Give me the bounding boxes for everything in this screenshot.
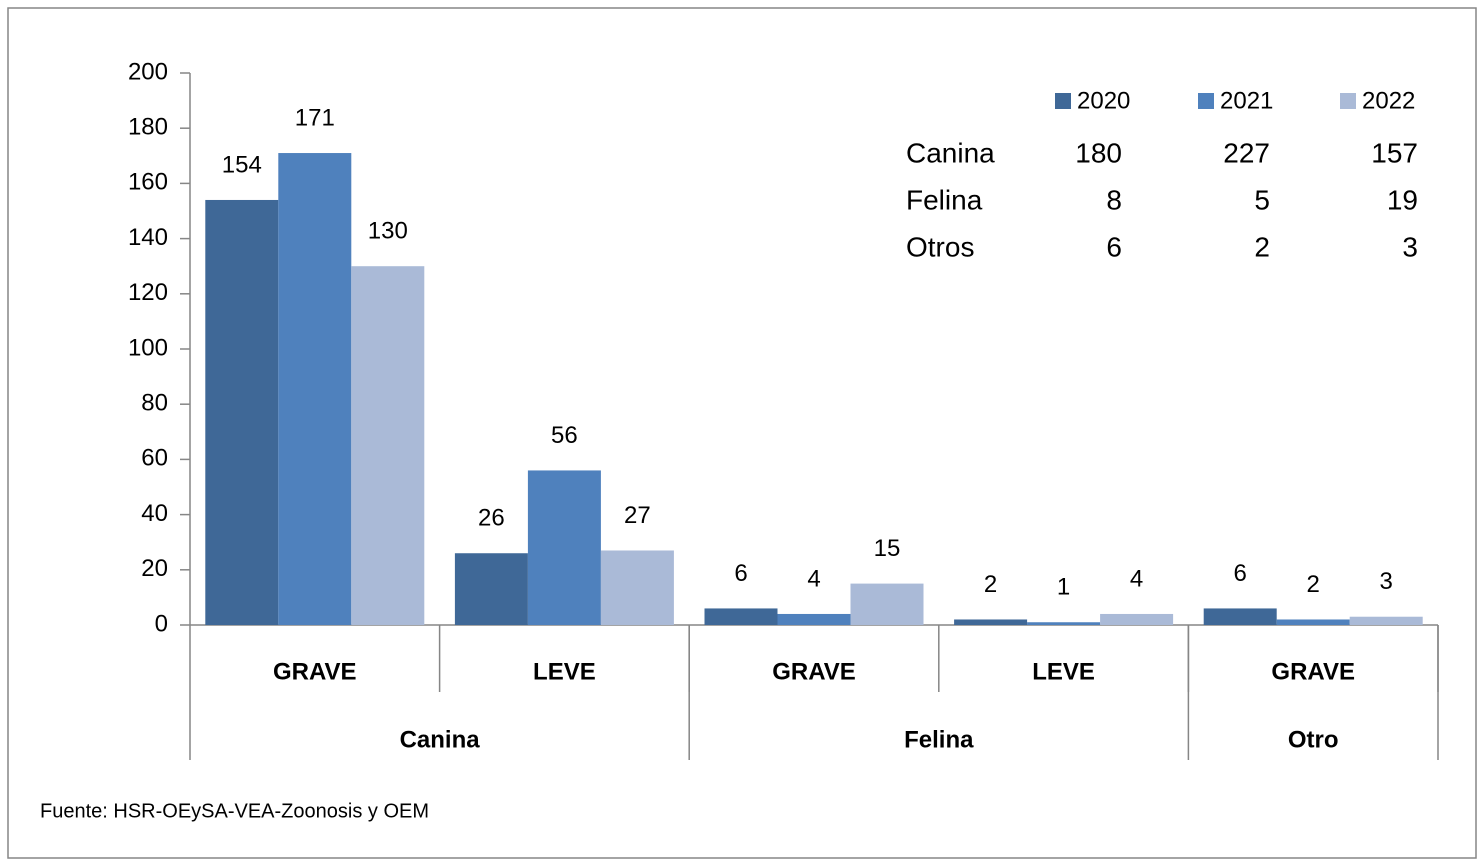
data-label: 56 <box>551 422 578 449</box>
y-tick-label: 200 <box>128 58 168 85</box>
data-label: 2 <box>1307 571 1320 598</box>
y-tick-label: 140 <box>128 224 168 251</box>
table-cell: 8 <box>1106 184 1122 215</box>
y-tick-label: 80 <box>141 390 168 417</box>
y-tick-label: 100 <box>128 334 168 361</box>
bar <box>1349 616 1423 625</box>
y-tick-label: 120 <box>128 279 168 306</box>
data-label: 27 <box>624 502 651 529</box>
data-label: 4 <box>807 565 820 592</box>
data-label: 171 <box>295 104 335 131</box>
bar <box>704 608 778 625</box>
group-label: Felina <box>904 726 974 753</box>
y-tick-label: 180 <box>128 114 168 141</box>
category-label: LEVE <box>533 658 596 685</box>
table-cell: 227 <box>1223 137 1270 168</box>
data-label: 6 <box>1234 560 1247 587</box>
table-cell: 5 <box>1254 184 1270 215</box>
group-label: Otro <box>1288 726 1339 753</box>
legend-swatch <box>1055 93 1071 109</box>
table-row-label: Otros <box>906 231 974 262</box>
table-cell: 2 <box>1254 231 1270 262</box>
y-tick-label: 0 <box>155 610 168 637</box>
bar <box>600 550 674 625</box>
bar <box>850 583 924 625</box>
legend-label: 2020 <box>1077 87 1130 114</box>
data-label: 26 <box>478 505 505 532</box>
bar <box>278 153 352 626</box>
data-label: 4 <box>1130 565 1143 592</box>
source-note: Fuente: HSR-OEySA-VEA-Zoonosis y OEM <box>40 800 429 822</box>
bar <box>777 613 851 625</box>
legend-swatch <box>1198 93 1214 109</box>
y-tick-label: 20 <box>141 555 168 582</box>
legend-label: 2021 <box>1220 87 1273 114</box>
bar <box>1100 613 1174 625</box>
category-label: GRAVE <box>1271 658 1355 685</box>
table-cell: 180 <box>1075 137 1122 168</box>
bar <box>1027 622 1101 625</box>
bar <box>1276 619 1350 625</box>
table-row-label: Canina <box>906 137 995 168</box>
table-cell: 6 <box>1106 231 1122 262</box>
data-label: 130 <box>368 218 408 245</box>
data-label: 2 <box>984 571 997 598</box>
y-tick-label: 160 <box>128 169 168 196</box>
category-label: GRAVE <box>772 658 856 685</box>
bar <box>954 619 1028 625</box>
table-row-label: Felina <box>906 184 983 215</box>
legend-swatch <box>1340 93 1356 109</box>
bar <box>205 199 279 625</box>
table-cell: 19 <box>1387 184 1418 215</box>
category-label: LEVE <box>1032 658 1095 685</box>
table-cell: 3 <box>1402 231 1418 262</box>
y-tick-label: 60 <box>141 445 168 472</box>
bar <box>454 553 528 625</box>
bar <box>351 266 425 625</box>
y-tick-label: 40 <box>141 500 168 527</box>
category-label: GRAVE <box>273 658 357 685</box>
data-label: 6 <box>734 560 747 587</box>
legend-label: 2022 <box>1362 87 1415 114</box>
data-label: 3 <box>1380 568 1393 595</box>
data-label: 154 <box>222 151 262 178</box>
frame <box>7 7 1477 859</box>
data-label: 15 <box>874 535 901 562</box>
table-cell: 157 <box>1371 137 1418 168</box>
bar <box>1203 608 1277 625</box>
data-label: 1 <box>1057 574 1070 601</box>
group-label: Canina <box>400 726 481 753</box>
bar <box>527 470 601 625</box>
